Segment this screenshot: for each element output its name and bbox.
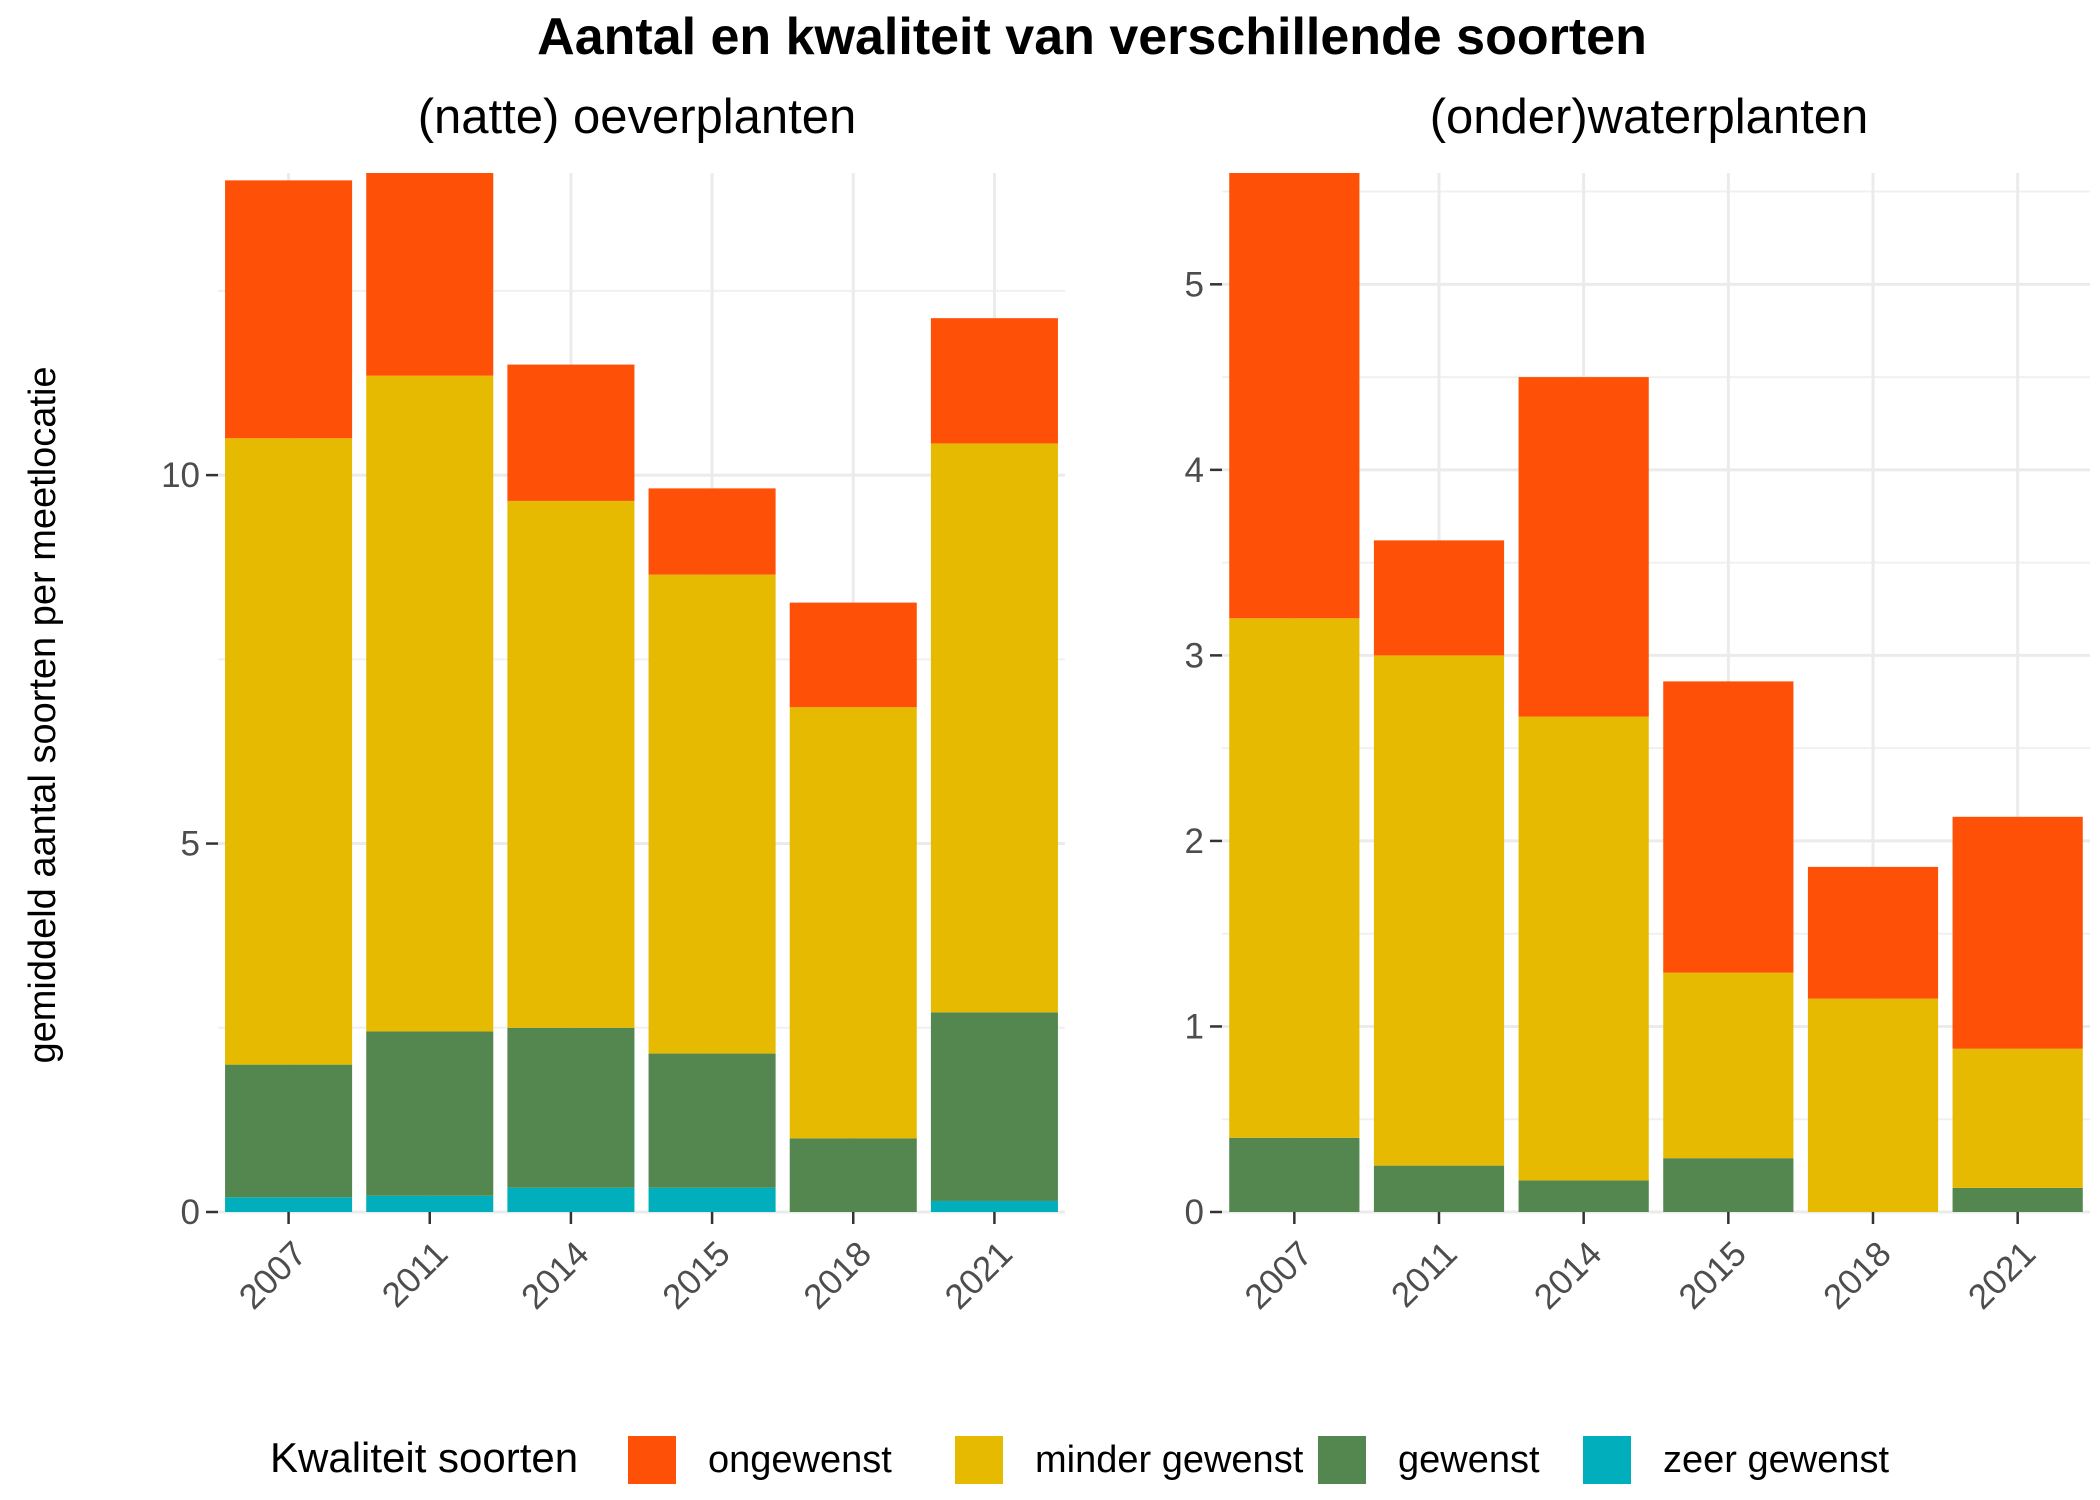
panel-oeverplanten: 0 5 10 2007 2011 2014 2015 2018 2021 bbox=[161, 173, 1065, 1317]
y-tick-label: 4 bbox=[1185, 451, 1204, 490]
bar-water-2015-ongewenst bbox=[1663, 681, 1793, 972]
legend-label-minder-gewenst: minder gewenst bbox=[1035, 1439, 1304, 1481]
y-tick-label: 5 bbox=[181, 825, 200, 864]
legend-label-gewenst: gewenst bbox=[1398, 1439, 1540, 1481]
legend-swatch-minder-gewenst bbox=[955, 1436, 1003, 1484]
bar-oever-2011-gewenst bbox=[366, 1031, 493, 1195]
bar-water-2021-minder-gewenst bbox=[1953, 1049, 2083, 1188]
bar-water-2007-minder-gewenst bbox=[1229, 618, 1359, 1137]
x-tick-label: 2007 bbox=[1237, 1234, 1320, 1317]
x-tick-label: 2014 bbox=[514, 1234, 597, 1317]
bar-water-2007-gewenst bbox=[1229, 1138, 1359, 1212]
bar-water-2014-gewenst bbox=[1519, 1180, 1649, 1212]
bar-oever-2018-gewenst bbox=[790, 1138, 917, 1212]
legend-swatch-ongewenst bbox=[628, 1436, 676, 1484]
x-tick-label: 2015 bbox=[1671, 1234, 1754, 1317]
bar-water-2015-gewenst bbox=[1663, 1158, 1793, 1212]
legend-label-ongewenst: ongewenst bbox=[708, 1439, 892, 1481]
bar-water-2014-minder-gewenst bbox=[1519, 717, 1649, 1181]
x-tick-label: 2021 bbox=[937, 1234, 1020, 1317]
bar-oever-2021-ongewenst bbox=[931, 318, 1058, 443]
panel-1-subtitle: (natte) oeverplanten bbox=[418, 90, 857, 144]
y-tick-label: 0 bbox=[181, 1193, 200, 1232]
bar-oever-2021-gewenst bbox=[931, 1012, 1058, 1201]
legend-items: ongewenst minder gewenst gewenst zeer gewen… bbox=[628, 1436, 1889, 1484]
bar-oever-2014-minder-gewenst bbox=[507, 501, 634, 1028]
legend: Kwaliteit soorten ongewenst minder gewens… bbox=[270, 1434, 1889, 1484]
bar-oever-2021-minder-gewenst bbox=[931, 443, 1058, 1012]
bar-water-2007-ongewenst bbox=[1229, 173, 1359, 618]
x-tick-label: 2007 bbox=[232, 1234, 315, 1317]
legend-swatch-gewenst bbox=[1318, 1436, 1366, 1484]
bar-water-2011-minder-gewenst bbox=[1374, 655, 1504, 1165]
legend-label-zeer-gewenst: zeer gewenst bbox=[1663, 1439, 1889, 1481]
bar-oever-2015-ongewenst bbox=[649, 488, 776, 574]
bar-oever-2014-gewenst bbox=[507, 1028, 634, 1188]
x-tick-label: 2014 bbox=[1527, 1234, 1610, 1317]
bar-oever-2007-ongewenst bbox=[225, 180, 352, 438]
bar-oever-2007-gewenst bbox=[225, 1065, 352, 1198]
legend-swatch-zeer-gewenst bbox=[1583, 1436, 1631, 1484]
bar-oever-2007-minder-gewenst bbox=[225, 438, 352, 1064]
bar-water-2014-ongewenst bbox=[1519, 377, 1649, 717]
bar-water-2018-ongewenst bbox=[1808, 867, 1938, 999]
y-tick-label: 1 bbox=[1185, 1007, 1204, 1046]
bar-oever-2015-zeer-gewenst bbox=[649, 1188, 776, 1212]
bar-oever-2015-gewenst bbox=[649, 1054, 776, 1188]
bar-oever-2011-ongewenst bbox=[366, 173, 493, 376]
bar-oever-2014-ongewenst bbox=[507, 365, 634, 501]
bar-oever-2018-minder-gewenst bbox=[790, 707, 917, 1138]
chart-canvas: Aantal en kwaliteit van verschillende so… bbox=[0, 0, 2100, 1500]
x-tick-label: 2011 bbox=[1384, 1234, 1465, 1315]
y-tick-label: 0 bbox=[1185, 1193, 1204, 1232]
x-tick-label: 2018 bbox=[796, 1234, 879, 1317]
chart-title: Aantal en kwaliteit van verschillende so… bbox=[537, 8, 1647, 66]
bar-oever-2011-minder-gewenst bbox=[366, 376, 493, 1032]
bar-water-2015-minder-gewenst bbox=[1663, 973, 1793, 1159]
bar-water-2011-ongewenst bbox=[1374, 540, 1504, 655]
x-tick-label: 2015 bbox=[655, 1234, 738, 1317]
y-tick-label: 3 bbox=[1185, 636, 1204, 675]
bar-oever-2011-zeer-gewenst bbox=[366, 1196, 493, 1212]
panel-waterplanten: 0 1 2 3 4 5 2007 2011 2014 2015 2018 2021 bbox=[1185, 173, 2090, 1317]
bar-oever-2007-zeer-gewenst bbox=[225, 1197, 352, 1212]
y-tick-label: 5 bbox=[1185, 265, 1204, 304]
x-tick-label: 2018 bbox=[1816, 1234, 1899, 1317]
y-axis-title: gemiddeld aantal soorten per meetlocatie bbox=[22, 366, 64, 1063]
y-tick-label: 2 bbox=[1185, 822, 1204, 861]
bar-water-2021-gewenst bbox=[1953, 1188, 2083, 1212]
bar-oever-2015-minder-gewenst bbox=[649, 575, 776, 1054]
bar-water-2021-ongewenst bbox=[1953, 817, 2083, 1049]
bar-oever-2021-zeer-gewenst bbox=[931, 1201, 1058, 1212]
bar-water-2018-minder-gewenst bbox=[1808, 999, 1938, 1212]
y-tick-label: 10 bbox=[161, 456, 200, 495]
x-tick-label: 2011 bbox=[375, 1234, 456, 1315]
x-tick-label: 2021 bbox=[1961, 1234, 2044, 1317]
legend-title: Kwaliteit soorten bbox=[270, 1434, 578, 1481]
bar-oever-2014-zeer-gewenst bbox=[507, 1188, 634, 1212]
bar-oever-2018-ongewenst bbox=[790, 603, 917, 708]
bar-water-2011-gewenst bbox=[1374, 1166, 1504, 1212]
panel-2-subtitle: (onder)waterplanten bbox=[1430, 90, 1869, 144]
